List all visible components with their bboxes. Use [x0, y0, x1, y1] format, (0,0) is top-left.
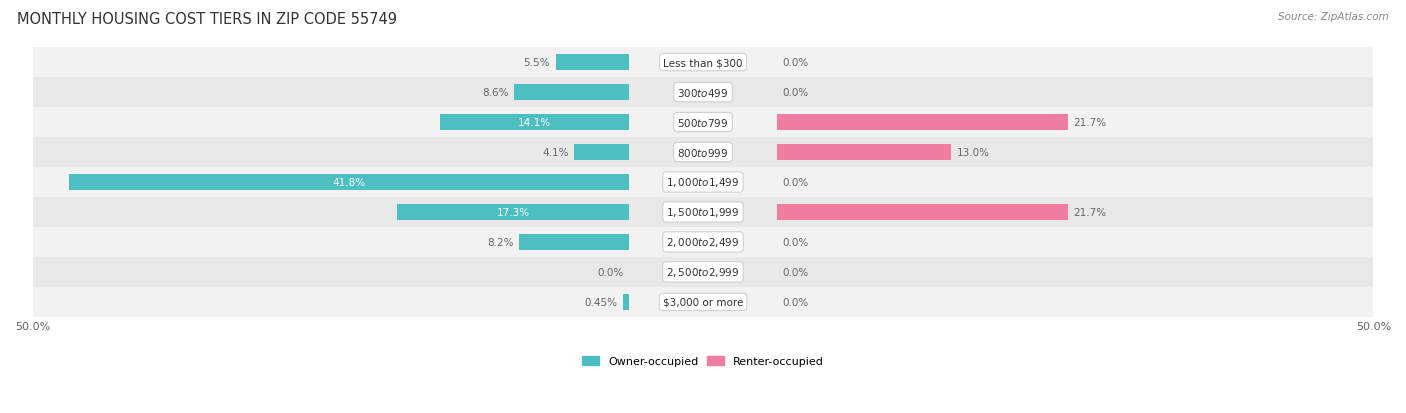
Text: MONTHLY HOUSING COST TIERS IN ZIP CODE 55749: MONTHLY HOUSING COST TIERS IN ZIP CODE 5… [17, 12, 396, 27]
Text: $1,000 to $1,499: $1,000 to $1,499 [666, 176, 740, 189]
Bar [32, 287, 1374, 317]
Text: 17.3%: 17.3% [496, 207, 530, 217]
Bar [32, 138, 1374, 168]
Text: Source: ZipAtlas.com: Source: ZipAtlas.com [1278, 12, 1389, 22]
Text: 0.0%: 0.0% [782, 297, 808, 307]
Bar [32, 257, 1374, 287]
Text: 8.2%: 8.2% [488, 237, 515, 247]
Text: $2,000 to $2,499: $2,000 to $2,499 [666, 236, 740, 249]
Bar [69, 175, 630, 190]
Text: 0.0%: 0.0% [782, 58, 808, 68]
Text: 4.1%: 4.1% [543, 148, 569, 158]
Text: 0.0%: 0.0% [782, 267, 808, 277]
Bar [555, 55, 630, 71]
Bar [32, 228, 1374, 257]
Text: $2,500 to $2,999: $2,500 to $2,999 [666, 266, 740, 279]
Bar [32, 197, 1374, 228]
Bar [515, 85, 630, 101]
Bar [574, 145, 630, 160]
Text: 41.8%: 41.8% [332, 178, 366, 188]
Text: 8.6%: 8.6% [482, 88, 509, 98]
Text: 13.0%: 13.0% [956, 148, 990, 158]
Text: 0.0%: 0.0% [782, 237, 808, 247]
Text: Less than $300: Less than $300 [664, 58, 742, 68]
Text: 0.0%: 0.0% [782, 88, 808, 98]
Bar [32, 168, 1374, 197]
Bar [32, 108, 1374, 138]
Text: 21.7%: 21.7% [1073, 118, 1107, 128]
Text: $1,500 to $1,999: $1,500 to $1,999 [666, 206, 740, 219]
Text: $300 to $499: $300 to $499 [678, 87, 728, 99]
Text: $500 to $799: $500 to $799 [678, 117, 728, 129]
Text: 14.1%: 14.1% [519, 118, 551, 128]
Bar [32, 48, 1374, 78]
Bar [32, 78, 1374, 108]
Text: 0.0%: 0.0% [598, 267, 624, 277]
Text: 5.5%: 5.5% [523, 58, 550, 68]
Bar [398, 205, 630, 220]
Text: 21.7%: 21.7% [1073, 207, 1107, 217]
Text: $800 to $999: $800 to $999 [678, 147, 728, 159]
Text: 0.45%: 0.45% [585, 297, 617, 307]
Bar [440, 115, 630, 131]
Text: 0.0%: 0.0% [782, 178, 808, 188]
Legend: Owner-occupied, Renter-occupied: Owner-occupied, Renter-occupied [578, 351, 828, 371]
Bar [623, 294, 630, 310]
Bar [776, 205, 1067, 220]
Text: $3,000 or more: $3,000 or more [662, 297, 744, 307]
Bar [519, 235, 630, 250]
Bar [776, 115, 1067, 131]
Bar [776, 145, 950, 160]
